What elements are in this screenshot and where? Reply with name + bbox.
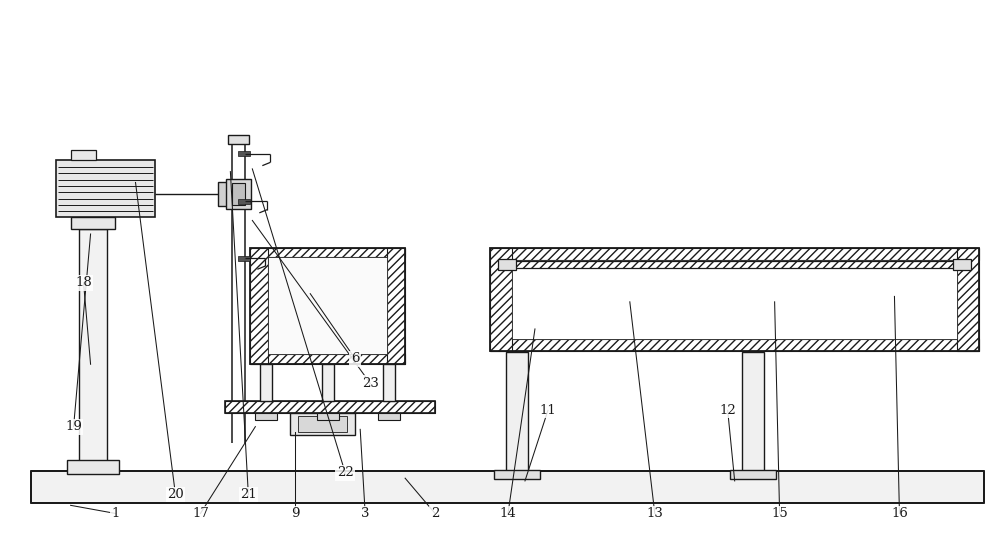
Bar <box>378 413 400 419</box>
Text: 3: 3 <box>361 507 369 520</box>
Bar <box>225 401 435 413</box>
Bar <box>506 352 528 471</box>
Bar <box>31 471 984 503</box>
Bar <box>494 469 540 479</box>
Text: 13: 13 <box>646 507 663 520</box>
Bar <box>250 248 405 257</box>
Text: 12: 12 <box>719 404 736 417</box>
Bar <box>225 401 435 413</box>
Text: 2: 2 <box>431 507 439 520</box>
Bar <box>290 413 355 435</box>
Bar <box>79 228 107 471</box>
Text: 17: 17 <box>192 507 209 520</box>
Bar <box>228 135 249 145</box>
Bar <box>953 259 971 270</box>
Bar <box>67 460 119 474</box>
Text: 11: 11 <box>540 404 556 417</box>
Bar <box>238 151 250 157</box>
Bar <box>250 248 405 364</box>
Bar <box>255 413 277 419</box>
Bar <box>490 248 512 351</box>
Bar <box>250 355 405 364</box>
Text: 9: 9 <box>291 507 300 520</box>
Bar <box>322 364 334 401</box>
Bar <box>260 364 272 401</box>
Bar <box>56 160 155 217</box>
Bar <box>232 183 245 205</box>
Bar <box>298 416 347 432</box>
Text: 16: 16 <box>891 507 908 520</box>
Text: 15: 15 <box>771 507 788 520</box>
Text: 1: 1 <box>111 507 120 520</box>
Text: 20: 20 <box>167 488 184 501</box>
Bar <box>71 150 96 160</box>
Text: 19: 19 <box>65 420 82 433</box>
Bar <box>490 248 979 351</box>
Bar <box>730 469 776 479</box>
Bar <box>742 352 764 471</box>
Bar <box>226 178 251 209</box>
Bar <box>490 248 979 259</box>
Bar <box>512 261 957 268</box>
Bar <box>512 259 957 339</box>
Text: 21: 21 <box>240 488 257 501</box>
Bar <box>383 364 395 401</box>
Bar <box>268 257 387 355</box>
Bar <box>317 413 339 419</box>
Bar <box>218 182 238 206</box>
Bar <box>71 217 115 228</box>
Text: 6: 6 <box>351 353 359 366</box>
Bar <box>238 256 250 261</box>
Bar <box>387 248 405 364</box>
Bar <box>498 259 516 270</box>
Text: 22: 22 <box>337 466 354 479</box>
Bar <box>512 261 957 268</box>
Bar <box>490 339 979 351</box>
Text: 14: 14 <box>500 507 516 520</box>
Text: 18: 18 <box>75 276 92 289</box>
Bar <box>238 199 250 204</box>
Text: 23: 23 <box>362 377 379 390</box>
Bar <box>957 248 979 351</box>
Bar <box>250 248 268 364</box>
